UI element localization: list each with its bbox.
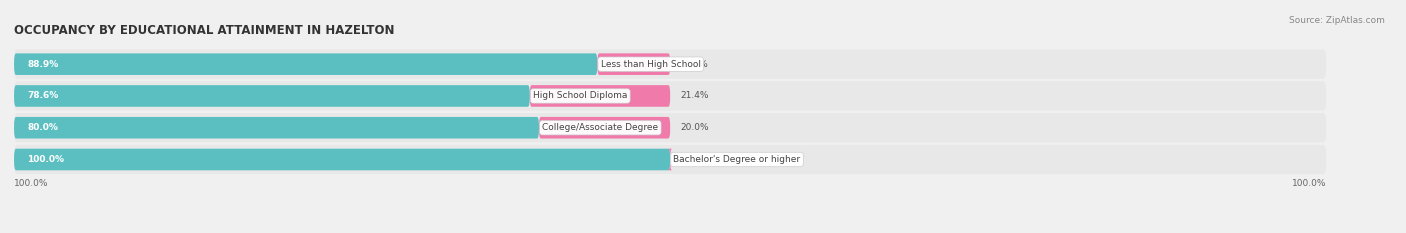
FancyBboxPatch shape [14, 50, 1326, 79]
FancyBboxPatch shape [598, 53, 671, 75]
FancyBboxPatch shape [14, 53, 598, 75]
Text: 80.0%: 80.0% [27, 123, 58, 132]
Text: Bachelor's Degree or higher: Bachelor's Degree or higher [673, 155, 800, 164]
FancyBboxPatch shape [14, 145, 1326, 174]
FancyBboxPatch shape [14, 81, 1326, 111]
FancyBboxPatch shape [14, 85, 530, 107]
Text: Less than High School: Less than High School [600, 60, 700, 69]
FancyBboxPatch shape [14, 113, 1326, 142]
FancyBboxPatch shape [538, 117, 671, 139]
FancyBboxPatch shape [530, 85, 671, 107]
Text: College/Associate Degree: College/Associate Degree [543, 123, 658, 132]
FancyBboxPatch shape [14, 117, 538, 139]
FancyBboxPatch shape [14, 149, 671, 170]
Text: 88.9%: 88.9% [27, 60, 59, 69]
Text: 0.0%: 0.0% [681, 155, 703, 164]
Text: High School Diploma: High School Diploma [533, 92, 627, 100]
Text: 100.0%: 100.0% [1292, 179, 1326, 188]
Text: 100.0%: 100.0% [14, 179, 49, 188]
Text: 11.1%: 11.1% [681, 60, 709, 69]
Text: 21.4%: 21.4% [681, 92, 709, 100]
Text: 100.0%: 100.0% [27, 155, 65, 164]
Text: 78.6%: 78.6% [27, 92, 59, 100]
Text: 20.0%: 20.0% [681, 123, 709, 132]
Text: Source: ZipAtlas.com: Source: ZipAtlas.com [1289, 16, 1385, 25]
FancyBboxPatch shape [668, 149, 672, 170]
Text: OCCUPANCY BY EDUCATIONAL ATTAINMENT IN HAZELTON: OCCUPANCY BY EDUCATIONAL ATTAINMENT IN H… [14, 24, 395, 37]
